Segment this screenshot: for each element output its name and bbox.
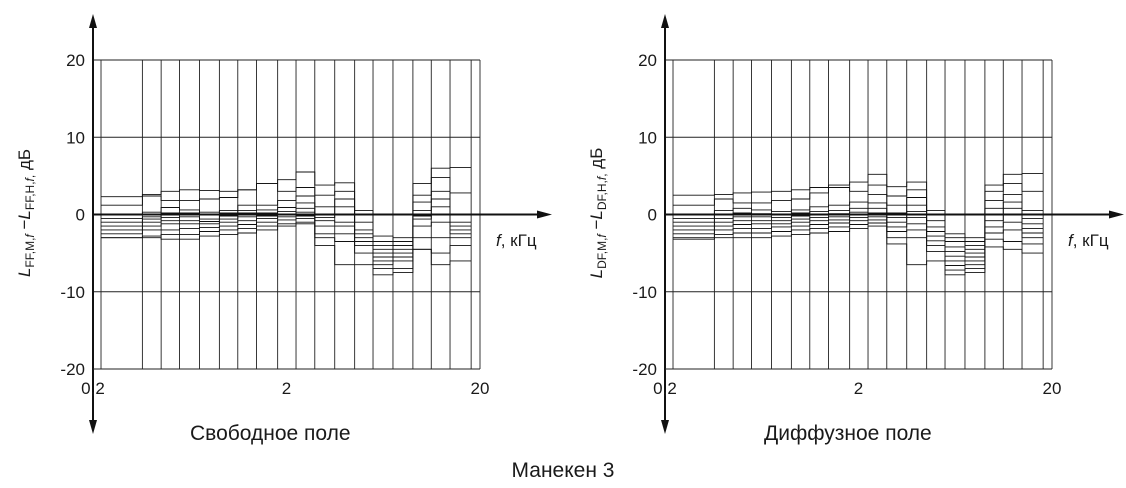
x-axis-label: f, кГц	[1068, 231, 1109, 250]
x-axis-arrow	[1109, 210, 1124, 219]
series-line-7	[101, 215, 472, 262]
series-line-10	[673, 225, 1044, 276]
y-tick-label: 10	[638, 128, 657, 147]
series-line-10	[101, 223, 472, 276]
series-line-9	[101, 221, 472, 270]
panel-subtitle: Диффузное поле	[764, 422, 932, 445]
x-tick-label: 20	[471, 379, 490, 398]
x-tick-label: 0,2	[653, 379, 677, 398]
series-line-1	[101, 166, 472, 246]
x-tick-label: 2	[282, 379, 291, 398]
x-tick-label: 2	[854, 379, 863, 398]
y-tick-label: 20	[638, 51, 657, 70]
x-axis-arrow	[537, 210, 552, 219]
x-tick-label: 0,2	[81, 379, 105, 398]
y-axis-arrow-up	[89, 14, 97, 28]
series-line-8	[101, 217, 472, 266]
y-tick-label: 10	[66, 128, 85, 147]
y-tick-label: -20	[60, 360, 85, 379]
y-axis-arrow-down	[89, 420, 97, 434]
series-line-2	[101, 176, 472, 242]
figure-title: Манекен 3	[512, 459, 615, 482]
y-axis-label: LDF,M,f −LDF,H,f, дБ	[587, 148, 609, 279]
x-tick-label: 20	[1043, 379, 1062, 398]
y-tick-label: -20	[632, 360, 657, 379]
y-tick-label: 20	[66, 51, 85, 70]
y-axis-arrow-down	[661, 420, 669, 434]
panel-free-field: 20 10 0 -10 -200,2 2 20 LFF,M,f −LFF,H,f, дБ f…	[15, 14, 552, 445]
panel-diffuse-field: 20 10 0 -10 -200,2 2 20 LDF,M,f −LDF,H,f, дБ f…	[587, 14, 1124, 445]
y-tick-label: -10	[632, 283, 657, 302]
y-tick-label: 0	[648, 206, 657, 225]
y-axis-label: LFF,M,f −LFF,H,f, дБ	[15, 149, 37, 277]
x-axis-label: f, кГц	[496, 231, 537, 250]
y-axis-arrow-up	[661, 14, 669, 28]
y-tick-label: 0	[76, 206, 85, 225]
panel-subtitle: Свободное поле	[190, 422, 351, 445]
y-tick-label: -10	[60, 283, 85, 302]
